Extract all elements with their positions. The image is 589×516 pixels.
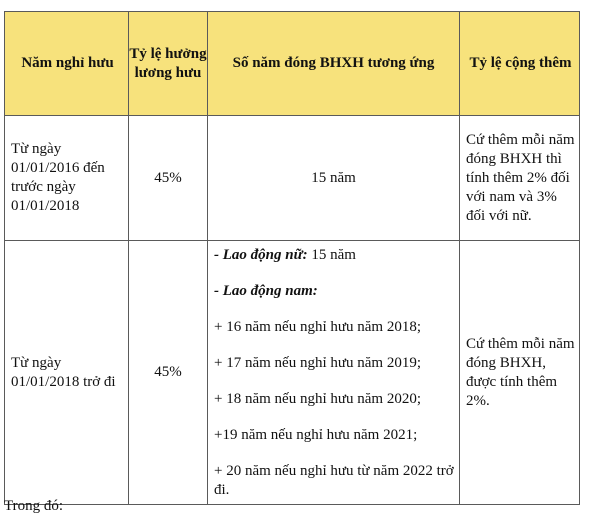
header-retirement-year: Năm nghỉ hưu bbox=[4, 11, 129, 116]
female-label: - Lao động nữ: bbox=[214, 246, 308, 263]
male-label: - Lao động nam: bbox=[214, 282, 318, 299]
cell-years: 15 năm bbox=[207, 115, 460, 241]
female-line: - Lao động nữ: 15 năm bbox=[214, 246, 455, 265]
cell-years-detail: - Lao động nữ: 15 năm - Lao động nam: + … bbox=[207, 240, 460, 505]
cell-extra: Cứ thêm mỗi năm đóng BHXH, được tính thê… bbox=[459, 240, 580, 505]
male-item-2019: + 17 năm nếu nghỉ hưu năm 2019; bbox=[214, 354, 421, 371]
male-item-2021: +19 năm nếu nghỉ hưu năm 2021; bbox=[214, 426, 418, 443]
header-contribution-years: Số năm đóng BHXH tương ứng bbox=[207, 11, 460, 116]
cell-rate: 45% bbox=[128, 115, 208, 241]
retirement-rate-table: Năm nghỉ hưu Tỷ lệ hưởng lương hưu Số nă… bbox=[4, 11, 580, 505]
male-item-2022: + 20 năm nếu nghỉ hưu từ năm 2022 trở đi… bbox=[214, 462, 454, 498]
footer-cut-text: Trong đó: bbox=[4, 498, 64, 514]
header-pension-rate: Tỷ lệ hưởng lương hưu bbox=[128, 11, 208, 116]
header-additional-rate: Tỷ lệ cộng thêm bbox=[459, 11, 580, 116]
table-header-row: Năm nghỉ hưu Tỷ lệ hưởng lương hưu Số nă… bbox=[4, 11, 580, 116]
table-row: Từ ngày 01/01/2018 trở đi 45% - Lao động… bbox=[4, 240, 580, 505]
cell-period: Từ ngày 01/01/2016 đến trước ngày 01/01/… bbox=[4, 115, 129, 241]
table-row: Từ ngày 01/01/2016 đến trước ngày 01/01/… bbox=[4, 115, 580, 241]
cell-period: Từ ngày 01/01/2018 trở đi bbox=[4, 240, 129, 505]
female-value: 15 năm bbox=[307, 246, 356, 263]
male-item-2020: + 18 năm nếu nghỉ hưu năm 2020; bbox=[214, 390, 421, 407]
cell-extra: Cứ thêm mỗi năm đóng BHXH thì tính thêm … bbox=[459, 115, 580, 241]
cell-rate: 45% bbox=[128, 240, 208, 505]
male-item-2018: + 16 năm nếu nghỉ hưu năm 2018; bbox=[214, 318, 421, 335]
male-line: - Lao động nam: bbox=[214, 282, 455, 301]
